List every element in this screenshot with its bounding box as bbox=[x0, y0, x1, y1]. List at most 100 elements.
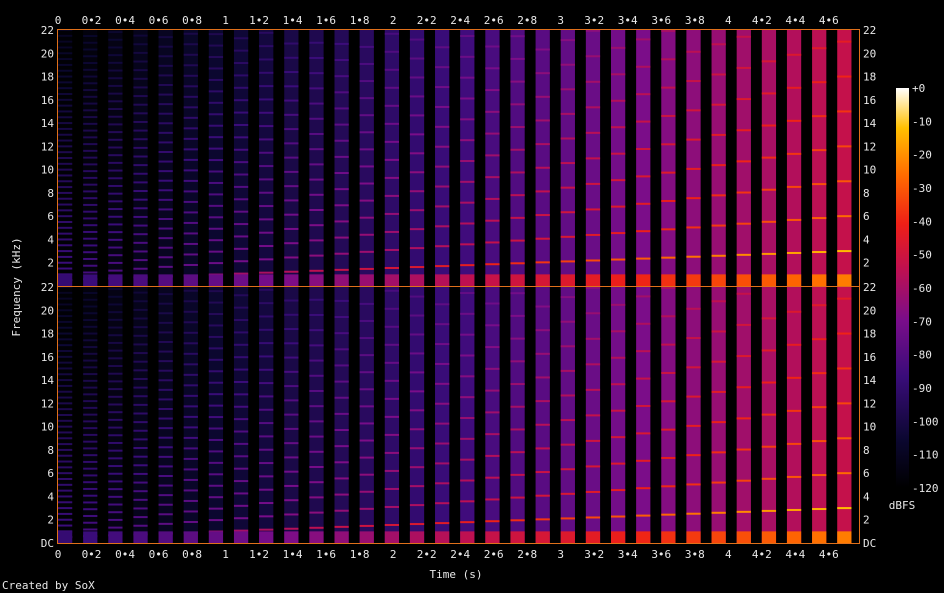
harmonic-line bbox=[284, 42, 299, 45]
harmonic-line bbox=[334, 59, 349, 62]
harmonic-line bbox=[384, 176, 400, 179]
harmonic-line bbox=[58, 355, 73, 358]
harmonic-line bbox=[58, 291, 73, 294]
harmonic-line bbox=[83, 68, 98, 71]
harmonic-line bbox=[108, 365, 123, 368]
harmonic-line bbox=[309, 313, 324, 316]
y-tick-label: 6 bbox=[47, 210, 54, 223]
harmonic-line bbox=[510, 292, 525, 295]
harmonic-line bbox=[334, 155, 349, 158]
harmonic-line bbox=[233, 467, 249, 470]
harmonic-line bbox=[108, 92, 123, 95]
harmonic-line bbox=[409, 428, 425, 431]
harmonic-line bbox=[208, 67, 224, 70]
harmonic-line bbox=[208, 507, 224, 510]
harmonic-line bbox=[259, 328, 274, 331]
harmonic-line bbox=[83, 156, 98, 159]
burst-background bbox=[686, 30, 701, 286]
harmonic-line bbox=[485, 454, 500, 457]
harmonic-line bbox=[812, 251, 827, 254]
harmonic-line bbox=[435, 303, 450, 306]
harmonic-line bbox=[259, 231, 274, 234]
harmonic-line bbox=[510, 103, 525, 106]
harmonic-line bbox=[259, 258, 274, 261]
harmonic-line bbox=[510, 383, 525, 386]
harmonic-line bbox=[334, 139, 349, 142]
harmonic-line bbox=[686, 512, 701, 515]
y-tick-label: 10 bbox=[863, 421, 876, 434]
harmonic-line bbox=[83, 170, 98, 173]
harmonic-line bbox=[636, 377, 651, 380]
low-band bbox=[661, 274, 676, 286]
harmonic-line bbox=[108, 288, 123, 291]
harmonic-line bbox=[183, 331, 198, 334]
harmonic-line bbox=[510, 473, 525, 476]
harmonic-line bbox=[812, 81, 827, 84]
x-tick-label: 2•8 bbox=[517, 14, 537, 27]
harmonic-line bbox=[58, 191, 73, 194]
burst-background bbox=[259, 287, 274, 543]
harmonic-line bbox=[284, 399, 299, 402]
low-band bbox=[560, 531, 575, 543]
harmonic-line bbox=[58, 162, 73, 165]
harmonic-line bbox=[158, 150, 173, 153]
harmonic-line bbox=[233, 136, 249, 139]
harmonic-line bbox=[435, 86, 450, 89]
harmonic-line bbox=[158, 455, 173, 458]
harmonic-line bbox=[58, 454, 73, 457]
harmonic-line bbox=[183, 53, 198, 56]
harmonic-line bbox=[686, 167, 701, 170]
harmonic-line bbox=[460, 417, 475, 420]
low-band bbox=[384, 531, 400, 543]
harmonic-line bbox=[284, 99, 299, 102]
low-band bbox=[786, 531, 802, 543]
harmonic-line bbox=[208, 347, 224, 350]
x-tick-label: 3•4 bbox=[618, 14, 638, 27]
harmonic-line bbox=[409, 466, 425, 469]
harmonic-line bbox=[108, 357, 123, 360]
harmonic-line bbox=[58, 338, 73, 341]
harmonic-line bbox=[83, 319, 98, 322]
harmonic-line bbox=[208, 204, 224, 207]
harmonic-line bbox=[208, 113, 224, 116]
harmonic-line bbox=[58, 315, 73, 318]
harmonic-line bbox=[183, 74, 198, 77]
harmonic-line bbox=[108, 295, 123, 298]
harmonic-line bbox=[208, 227, 224, 230]
harmonic-line bbox=[58, 297, 73, 300]
low-band bbox=[535, 274, 550, 286]
harmonic-line bbox=[58, 52, 73, 55]
harmonic-line bbox=[460, 479, 475, 482]
harmonic-line bbox=[58, 87, 73, 90]
harmonic-line bbox=[485, 302, 500, 305]
harmonic-line bbox=[108, 246, 123, 249]
y-tick-label: 8 bbox=[863, 444, 870, 457]
harmonic-line bbox=[83, 197, 98, 200]
harmonic-line bbox=[736, 355, 751, 358]
x-axis-label: Time (s) bbox=[430, 568, 483, 581]
harmonic-line bbox=[108, 215, 123, 218]
harmonic-line bbox=[334, 332, 349, 335]
harmonic-line bbox=[158, 74, 173, 77]
colorbar-tick-label: -30 bbox=[912, 182, 932, 195]
harmonic-line bbox=[83, 149, 98, 152]
harmonic-line bbox=[233, 380, 249, 383]
low-band bbox=[384, 274, 400, 286]
harmonic-line bbox=[83, 433, 98, 436]
harmonic-line bbox=[334, 493, 349, 496]
harmonic-line bbox=[133, 60, 148, 63]
harmonic-line bbox=[510, 171, 525, 174]
harmonic-line bbox=[133, 103, 148, 106]
harmonic-line bbox=[460, 97, 475, 100]
harmonic-line bbox=[560, 369, 575, 372]
harmonic-line bbox=[359, 182, 374, 185]
harmonic-line bbox=[183, 32, 198, 35]
harmonic-line bbox=[158, 189, 173, 192]
harmonic-line bbox=[284, 270, 299, 273]
harmonic-line bbox=[812, 149, 827, 152]
harmonic-line bbox=[435, 205, 450, 208]
harmonic-line bbox=[610, 152, 626, 155]
harmonic-line bbox=[208, 461, 224, 464]
harmonic-line bbox=[83, 501, 98, 504]
harmonic-line bbox=[284, 185, 299, 188]
